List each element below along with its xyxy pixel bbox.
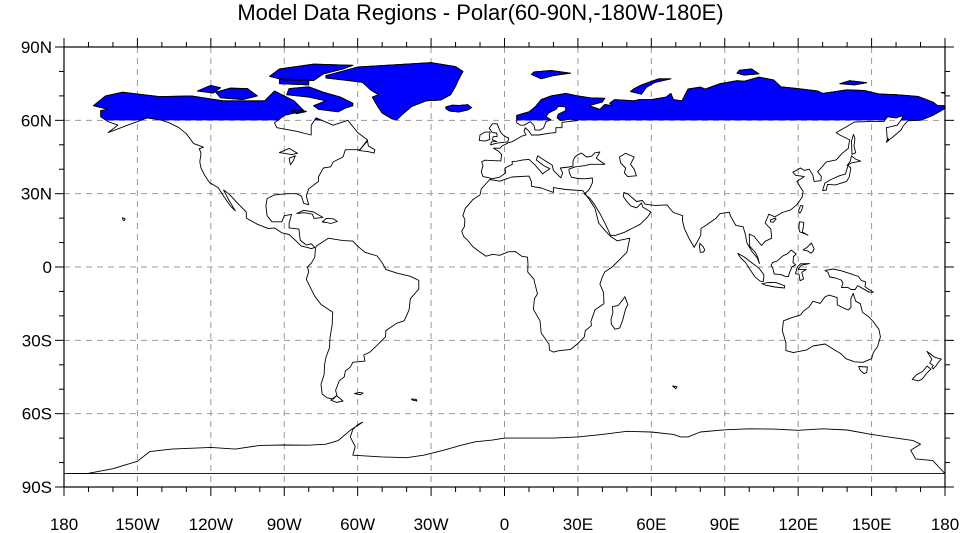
coast-lake-michigan: [288, 155, 296, 166]
coast-japan: [822, 165, 852, 192]
lat-tick-label: 0: [43, 258, 52, 277]
coast-borneo: [770, 249, 797, 277]
polar-fill-new-zealand-north: [927, 351, 941, 368]
coast-new-zealand-north: [926, 350, 942, 370]
coast-victoria-island: [215, 87, 258, 101]
axis-labels: 180 150W 120W 90W 60W 30W 0 30E 60E 90E 120E 150E 18…: [21, 38, 959, 533]
lon-tick-label: 90E: [710, 515, 740, 533]
coastlines: [64, 62, 945, 475]
coast-madagascar: [610, 296, 629, 330]
lat-tick-label: 30N: [21, 185, 52, 204]
coast-wrangel-island: [940, 91, 945, 94]
coast-hawaii: [122, 217, 126, 222]
lon-tick-label: 0: [500, 515, 509, 533]
lon-tick-label: 120E: [778, 515, 818, 533]
coast-kerguelen: [672, 385, 678, 390]
polar-fill-eurasia: [516, 76, 945, 121]
coast-java: [761, 281, 786, 289]
coast-baffin-island: [286, 86, 354, 113]
coast-south-georgia: [411, 398, 418, 402]
lat-tick-label: 60S: [22, 405, 52, 424]
coast-taiwan: [797, 205, 804, 214]
polar-fill-new-zealand-south: [912, 366, 931, 381]
coast-ellesmere-island: [269, 63, 354, 81]
polar-fill-north-america: [93, 90, 349, 121]
polar-fill-hispaniola: [322, 218, 337, 223]
lon-tick-label: 60W: [340, 515, 375, 533]
coast-great-britain: [488, 123, 510, 146]
lon-tick-label: 30E: [563, 515, 593, 533]
coast-tasmania: [858, 366, 868, 375]
coast-new-guinea: [824, 268, 874, 293]
polar-fill-greenland: [325, 62, 464, 121]
map-title: Model Data Regions - Polar(60-90N,-180W-…: [237, 0, 724, 25]
coast-severnaya-zemlya: [736, 68, 760, 76]
lon-tick-label: 180: [50, 515, 78, 533]
coast-tierra-del-fuego: [330, 395, 344, 403]
coast-sakhalin: [851, 133, 857, 155]
coast-eurasia: [480, 76, 945, 265]
coast-newfoundland: [358, 140, 376, 154]
coast-hokkaido: [846, 155, 862, 167]
coast-southampton-island: [291, 109, 307, 115]
coast-mindanao: [802, 242, 815, 254]
lat-tick-label: 30S: [22, 331, 52, 350]
lat-tick-label: 90S: [22, 478, 52, 497]
lat-tick-label: 90N: [21, 38, 52, 57]
lon-tick-label: 90W: [267, 515, 302, 533]
polar-fill-novaya-zemlya: [630, 78, 672, 95]
coast-africa: [461, 175, 631, 353]
coast-devon-island: [278, 78, 310, 86]
coast-banks-island: [196, 84, 222, 94]
coast-kamchatka-tip: [885, 137, 890, 143]
coast-ireland: [478, 131, 491, 142]
grid-lines: [64, 47, 945, 487]
coast-cuba: [296, 209, 324, 219]
coast-iceland: [445, 104, 472, 113]
polar-fill-borneo: [771, 250, 796, 276]
lat-tick-label: 60N: [21, 111, 52, 130]
coast-new-siberian-islands: [839, 80, 868, 86]
axis-ticks: [55, 38, 954, 496]
coast-greenland: [325, 62, 464, 121]
coast-sri-lanka: [699, 242, 706, 253]
coast-lake-superior: [278, 147, 298, 156]
coast-luzon: [798, 221, 809, 236]
coast-caspian-sea: [619, 152, 637, 178]
coast-falklands: [354, 391, 364, 396]
polar-fill-africa: [462, 176, 630, 352]
lon-tick-label: 150E: [852, 515, 892, 533]
lon-tick-label: 30W: [414, 515, 449, 533]
coast-antarctica: [64, 421, 945, 475]
lon-tick-label: 180: [931, 515, 959, 533]
coast-hainan: [769, 217, 777, 223]
lon-tick-label: 60E: [636, 515, 666, 533]
coast-north-america: [92, 90, 368, 250]
polar-fill-madagascar: [611, 297, 628, 330]
coast-new-zealand-south: [911, 365, 932, 382]
coast-sulawesi: [795, 263, 810, 282]
lon-tick-label: 120W: [189, 515, 233, 533]
polar-fill-south-america: [306, 238, 419, 399]
coast-sumatra: [737, 252, 765, 282]
coast-novaya-zemlya: [630, 78, 672, 95]
coast-hispaniola: [321, 217, 338, 224]
lon-tick-label: 150W: [115, 515, 159, 533]
coast-south-america: [305, 237, 420, 400]
coast-australia: [781, 292, 881, 363]
coast-svalbard: [530, 70, 572, 80]
